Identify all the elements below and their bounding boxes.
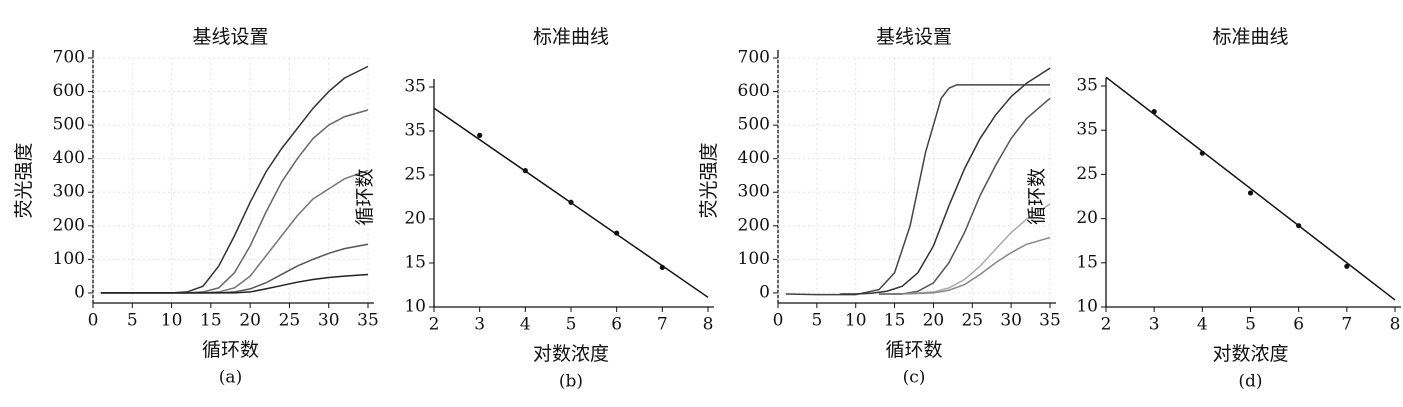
chart-title: 基线设置 <box>192 26 268 48</box>
y-tick-label: 300 <box>738 182 770 202</box>
curve <box>100 109 369 294</box>
point <box>614 230 620 236</box>
x-tick-label: 25 <box>279 311 301 331</box>
y-tick-label: 500 <box>53 115 85 135</box>
x-tick-label: 7 <box>657 315 668 335</box>
x-tick-label: 5 <box>566 315 577 335</box>
y-tick-label: 100 <box>738 249 770 269</box>
curve <box>785 84 1050 296</box>
y-tick-label: 0 <box>759 282 770 302</box>
x-tick-label: 20 <box>923 311 945 331</box>
y-tick-label: 400 <box>738 148 770 168</box>
x-tick-label: 0 <box>773 311 784 331</box>
fit-line <box>1105 76 1396 301</box>
curve <box>879 97 1051 295</box>
x-tick-label: 15 <box>884 311 906 331</box>
curve <box>100 273 369 294</box>
x-tick-label: 4 <box>520 315 531 335</box>
y-tick-label: 600 <box>53 81 85 101</box>
curve <box>902 203 1051 295</box>
y-tick-label: 600 <box>738 81 770 101</box>
y-tick-label: 400 <box>53 148 85 168</box>
x-tick-label: 30 <box>1000 311 1022 331</box>
caption: (a) <box>219 368 242 388</box>
y-tick-label: 300 <box>53 182 85 202</box>
y-tick-label: 700 <box>738 48 770 68</box>
curve <box>100 243 369 294</box>
y-tick-label: 100 <box>53 249 85 269</box>
y-tick-label: 35 <box>404 77 426 97</box>
x-tick-label: 8 <box>703 315 714 335</box>
point <box>477 132 483 138</box>
y-tick-label: 10 <box>1076 297 1098 317</box>
caption: (c) <box>903 368 926 388</box>
y-tick-label: 10 <box>404 297 426 317</box>
curve <box>100 169 369 294</box>
x-tick-label: 25 <box>961 311 983 331</box>
y-tick-label: 0 <box>74 282 85 302</box>
x-tick-label: 2 <box>1101 315 1112 335</box>
chart-title: 基线设置 <box>876 26 952 48</box>
point <box>522 168 528 174</box>
y-tick-label: 15 <box>404 253 426 273</box>
x-tick-label: 30 <box>318 311 340 331</box>
y-tick-label: 35 <box>1076 76 1098 96</box>
x-tick-label: 35 <box>357 311 379 331</box>
y-tick-label: 15 <box>1076 252 1098 272</box>
point <box>1151 109 1157 115</box>
point <box>1199 150 1205 156</box>
x-axis-label: 对数浓度 <box>1212 343 1288 365</box>
caption: (b) <box>559 372 583 392</box>
x-tick-label: 10 <box>161 311 183 331</box>
y-axis-label: 循环数 <box>354 168 376 225</box>
point <box>659 264 665 270</box>
x-axis-label: 循环数 <box>202 339 259 361</box>
x-axis-label: 对数浓度 <box>533 343 609 365</box>
y-tick-label: 25 <box>404 165 426 185</box>
y-axis-label: 荧光强度 <box>698 142 720 218</box>
y-tick-label: 35 <box>404 121 426 141</box>
point <box>1247 190 1254 196</box>
y-tick-label: 20 <box>1076 208 1098 228</box>
x-tick-label: 15 <box>200 311 222 331</box>
y-tick-label: 200 <box>738 215 770 235</box>
curve <box>840 67 1051 295</box>
x-tick-label: 0 <box>88 311 99 331</box>
x-tick-label: 8 <box>1390 315 1401 335</box>
point <box>568 199 574 205</box>
x-tick-label: 20 <box>239 311 261 331</box>
x-tick-label: 5 <box>811 311 822 331</box>
x-tick-label: 3 <box>1149 315 1160 335</box>
caption: (d) <box>1238 372 1262 392</box>
y-tick-label: 25 <box>1076 164 1098 184</box>
x-tick-label: 5 <box>1245 315 1256 335</box>
y-tick-label: 20 <box>404 209 426 229</box>
x-tick-label: 35 <box>1039 311 1061 331</box>
y-axis-label: 循环数 <box>1026 168 1048 225</box>
x-tick-label: 4 <box>1197 315 1208 335</box>
point <box>1344 263 1350 269</box>
chart-title: 标准曲线 <box>1212 26 1288 48</box>
y-tick-label: 700 <box>53 48 85 68</box>
y-tick-label: 35 <box>1076 120 1098 140</box>
chart-title: 标准曲线 <box>533 26 609 48</box>
x-tick-label: 7 <box>1341 315 1352 335</box>
y-axis-label: 荧光强度 <box>13 142 35 218</box>
y-tick-label: 200 <box>53 215 85 235</box>
x-tick-label: 10 <box>845 311 867 331</box>
x-tick-label: 6 <box>611 315 622 335</box>
x-tick-label: 5 <box>127 311 138 331</box>
x-tick-label: 2 <box>429 315 440 335</box>
curve <box>902 236 1051 295</box>
y-tick-label: 500 <box>738 115 770 135</box>
x-axis-label: 循环数 <box>885 339 942 361</box>
x-tick-label: 3 <box>474 315 485 335</box>
x-tick-label: 6 <box>1293 315 1304 335</box>
point <box>1296 223 1302 229</box>
